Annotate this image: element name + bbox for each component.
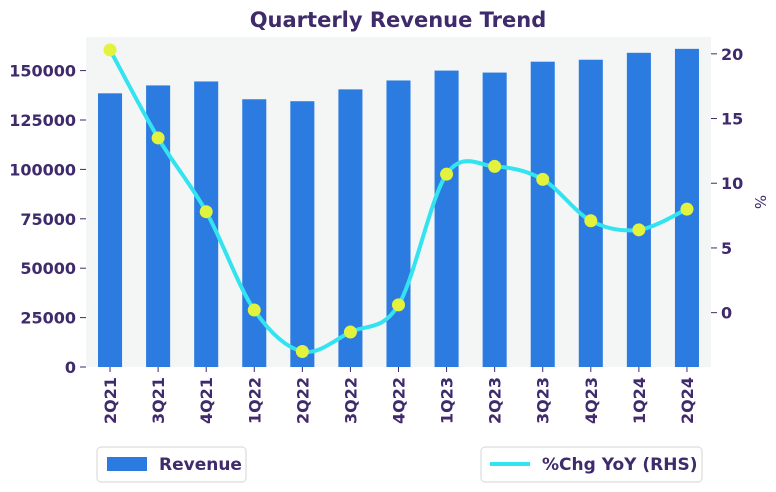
legend-revenue-label: Revenue xyxy=(159,455,242,475)
x-tick-label: 4Q21 xyxy=(197,377,216,424)
yoy-point-1Q23 xyxy=(440,167,454,181)
legend-revenue-swatch xyxy=(107,457,147,471)
x-tick-label: 4Q22 xyxy=(390,377,409,424)
x-tick-label: 1Q22 xyxy=(245,377,264,424)
revenue-bar-4Q22 xyxy=(386,80,411,367)
yoy-point-2Q23 xyxy=(488,159,502,173)
x-axis: 2Q21 3Q21 4Q21 1Q22 2Q22 3Q22 4Q22 1Q23 2Q23 3Q23… xyxy=(101,367,697,424)
legend-revenue[interactable]: Revenue xyxy=(96,446,247,483)
revenue-bar-1Q22 xyxy=(242,99,267,367)
yoy-point-2Q21 xyxy=(103,43,117,57)
yoy-point-4Q22 xyxy=(392,298,405,312)
x-tick-label: 3Q21 xyxy=(149,377,168,424)
yoy-point-3Q23 xyxy=(536,172,550,186)
right-tick-label: 15 xyxy=(721,110,743,129)
revenue-bar-2Q23 xyxy=(482,72,507,368)
right-axis-label: % xyxy=(751,195,769,209)
yoy-point-4Q23 xyxy=(584,214,598,228)
yoy-point-4Q21 xyxy=(199,205,213,219)
right-tick-label: 20 xyxy=(721,45,743,64)
x-tick-label: 3Q22 xyxy=(341,377,360,424)
x-tick-label: 2Q23 xyxy=(486,377,505,424)
chart-title: Quarterly Revenue Trend xyxy=(250,8,547,32)
x-tick-label: 1Q24 xyxy=(630,377,649,424)
yoy-point-2Q22 xyxy=(295,344,309,358)
bars-layer xyxy=(98,48,699,368)
x-tick-label: 2Q22 xyxy=(293,377,312,424)
yoy-line xyxy=(108,47,689,355)
yoy-point-3Q22 xyxy=(343,325,357,339)
x-tick-label: 4Q23 xyxy=(582,377,601,424)
yoy-point-2Q24 xyxy=(680,202,694,216)
x-tick-label: 3Q23 xyxy=(534,377,553,424)
right-tick-label: 0 xyxy=(721,304,732,323)
legend-yoy-label: %Chg YoY (RHS) xyxy=(542,455,697,475)
right-axis: 0 5 10 15 20 xyxy=(711,45,743,323)
left-tick-label: 0 xyxy=(65,358,76,377)
left-tick-label: 75000 xyxy=(20,210,76,229)
revenue-bar-3Q23 xyxy=(530,61,555,368)
left-tick-label: 100000 xyxy=(9,160,76,179)
left-tick-label: 125000 xyxy=(9,111,76,130)
x-tick-label: 2Q24 xyxy=(678,377,697,424)
yoy-point-3Q21 xyxy=(151,131,165,145)
yoy-point-1Q22 xyxy=(247,303,261,317)
left-tick-label: 50000 xyxy=(20,259,76,278)
left-axis: 0 25000 50000 75000 100000 125000 150000 xyxy=(9,62,86,377)
x-tick-label: 2Q21 xyxy=(101,377,120,424)
right-tick-label: 5 xyxy=(721,239,732,258)
revenue-bar-2Q22 xyxy=(290,101,315,367)
line-layer xyxy=(103,43,694,358)
right-tick-label: 10 xyxy=(721,174,743,193)
yoy-point-1Q24 xyxy=(632,223,646,237)
revenue-bar-1Q23 xyxy=(434,70,459,368)
revenue-bar-1Q24 xyxy=(626,52,651,368)
x-tick-label: 1Q23 xyxy=(438,377,457,424)
left-tick-label: 150000 xyxy=(9,62,76,81)
revenue-bar-2Q21 xyxy=(98,93,123,367)
legend-yoy[interactable]: %Chg YoY (RHS) xyxy=(480,446,703,483)
legend-yoy-box xyxy=(480,446,703,483)
left-tick-label: 25000 xyxy=(20,309,76,328)
revenue-bar-3Q22 xyxy=(338,89,363,368)
revenue-bar-3Q21 xyxy=(146,85,171,367)
legend-revenue-box xyxy=(96,446,247,483)
